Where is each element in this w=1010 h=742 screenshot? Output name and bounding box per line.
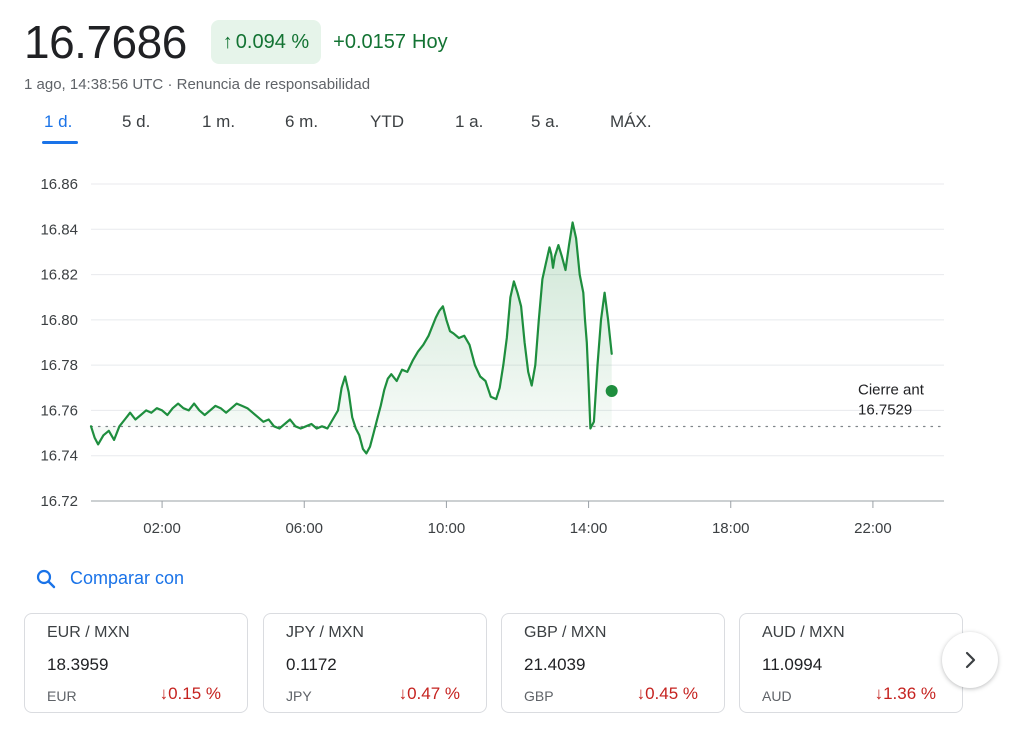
arrow-down-icon: ↓: [874, 684, 884, 703]
arrow-up-icon: ↑: [222, 30, 233, 53]
quote-header: 16.7686 ↑ 0.094 % +0.0157 Hoy: [24, 14, 448, 70]
next-cards-button[interactable]: [942, 632, 998, 688]
separator: ·: [167, 76, 173, 93]
y-tick-label: 16.78: [40, 357, 78, 374]
card-change-value: 1.36 %: [883, 684, 936, 703]
y-tick-label: 16.76: [40, 402, 78, 419]
arrow-down-icon: ↓: [159, 684, 169, 703]
percent-change-badge: ↑ 0.094 %: [210, 20, 322, 64]
card-pair: EUR / MXN: [47, 624, 130, 641]
tab-max[interactable]: MÁX.: [610, 112, 652, 131]
card-value: 11.0994: [762, 655, 823, 674]
card-code: EUR: [47, 688, 77, 704]
y-tick-label: 16.80: [40, 312, 78, 329]
card-change: ↓0.15 %: [160, 684, 221, 704]
currency-card-gbp[interactable]: GBP / MXN 21.4039 GBP ↓0.45 %: [501, 613, 725, 713]
search-icon: [36, 569, 56, 588]
x-tick-label: 06:00: [285, 520, 323, 537]
arrow-down-icon: ↓: [398, 684, 408, 703]
series-area: [91, 222, 612, 454]
y-tick-label: 16.74: [40, 448, 78, 465]
tab-6m[interactable]: 6 m.: [285, 112, 319, 131]
absolute-change: +0.0157 Hoy: [333, 31, 447, 54]
series-line: [89, 221, 613, 455]
percent-change-value: 0.094 %: [235, 30, 310, 53]
compare-button[interactable]: Comparar con: [36, 568, 184, 589]
compare-label: Comparar con: [70, 568, 185, 588]
currency-card-aud[interactable]: AUD / MXN 11.0994 AUD ↓1.36 %: [739, 613, 963, 713]
previous-close-label: Cierre ant: [858, 382, 925, 399]
tab-1a[interactable]: 1 a.: [455, 112, 484, 131]
tab-1d[interactable]: 1 d.: [44, 112, 73, 131]
currency-card-jpy[interactable]: JPY / MXN 0.1172 JPY ↓0.47 %: [263, 613, 487, 713]
card-change-value: 0.15 %: [168, 684, 221, 703]
y-tick-label: 16.82: [40, 267, 78, 284]
card-change: ↓0.45 %: [637, 684, 698, 704]
tab-5d[interactable]: 5 d.: [122, 112, 151, 131]
card-value: 18.3959: [47, 655, 109, 674]
card-change-value: 0.45 %: [645, 684, 698, 703]
x-tick-label: 18:00: [712, 520, 750, 537]
period-label: Hoy: [412, 30, 448, 53]
last-price-point: [605, 384, 618, 397]
y-tick-label: 16.84: [40, 221, 78, 238]
price-chart[interactable]: 16.86 16.84 16.82 16.80 16.78 16.76 16.74 16.72…: [0, 160, 1010, 555]
card-code: JPY: [286, 688, 312, 704]
y-tick-label: 16.86: [40, 176, 78, 193]
x-tick-label: 10:00: [428, 520, 466, 537]
card-code: AUD: [762, 688, 792, 704]
card-value: 0.1172: [286, 655, 337, 674]
y-tick-label: 16.72: [40, 493, 78, 510]
current-price: 16.7686: [24, 16, 187, 68]
chevron-right-icon: [965, 651, 976, 669]
x-tick-label: 22:00: [854, 520, 892, 537]
currency-card-eur[interactable]: EUR / MXN 18.3959 EUR ↓0.15 %: [24, 613, 248, 713]
absolute-change-value: +0.0157: [333, 30, 407, 53]
card-value: 21.4039: [524, 655, 586, 674]
previous-close-value: 16.7529: [858, 402, 912, 419]
x-tick-label: 02:00: [143, 520, 181, 537]
card-pair: JPY / MXN: [286, 624, 364, 641]
active-tab-indicator: [42, 141, 78, 144]
x-tick-label: 14:00: [570, 520, 608, 537]
card-code: GBP: [524, 688, 554, 704]
timestamp-line: 1 ago, 14:38:56 UTC · Renuncia de respon…: [24, 76, 370, 93]
card-change: ↓0.47 %: [399, 684, 460, 704]
timestamp: 1 ago, 14:38:56 UTC: [24, 76, 164, 93]
disclaimer-link[interactable]: Renuncia de responsabilidad: [176, 76, 371, 93]
arrow-down-icon: ↓: [636, 684, 646, 703]
card-change: ↓1.36 %: [875, 684, 936, 704]
card-pair: AUD / MXN: [762, 624, 845, 641]
tab-5a[interactable]: 5 a.: [531, 112, 560, 131]
tab-ytd[interactable]: YTD: [370, 112, 404, 131]
card-pair: GBP / MXN: [524, 624, 607, 641]
tab-1m[interactable]: 1 m.: [202, 112, 236, 131]
card-change-value: 0.47 %: [407, 684, 460, 703]
